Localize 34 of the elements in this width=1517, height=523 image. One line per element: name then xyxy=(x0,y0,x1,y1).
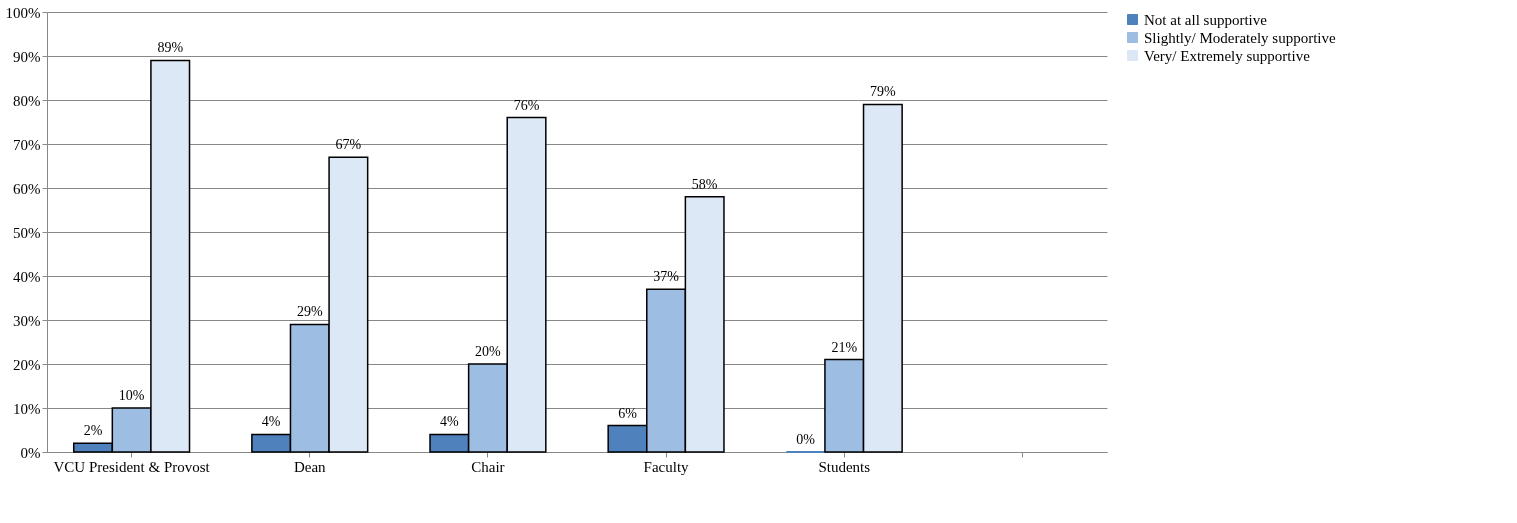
y-tick-label: 50% xyxy=(13,224,41,241)
data-label: 2% xyxy=(83,423,103,439)
data-label: 20% xyxy=(475,344,502,359)
data-label: 6% xyxy=(618,405,638,421)
y-tick-label: 90% xyxy=(13,48,41,65)
data-label: 0% xyxy=(796,432,816,447)
x-tick-label: Students xyxy=(818,458,871,475)
data-label: 67% xyxy=(335,137,362,153)
legend-label: Very/ Extremely supportive xyxy=(1144,47,1311,64)
legend-label: Slightly/ Moderately supportive xyxy=(1144,29,1336,46)
legend-label: Not at all supportive xyxy=(1144,11,1268,28)
y-tick-label: 30% xyxy=(13,312,41,329)
data-label: 89% xyxy=(157,40,184,56)
y-tick-label: 100% xyxy=(5,4,41,21)
data-label: 4% xyxy=(261,414,281,430)
y-tick-label: 10% xyxy=(13,400,41,417)
y-tick-label: 20% xyxy=(13,356,41,373)
data-label: 79% xyxy=(869,84,896,100)
data-label: 21% xyxy=(831,339,858,355)
x-tick-label: Dean xyxy=(293,458,327,475)
data-label: 37% xyxy=(653,269,680,285)
y-tick-label: 40% xyxy=(13,268,41,285)
y-tick-label: 80% xyxy=(13,92,41,109)
data-label: 58% xyxy=(691,176,718,192)
y-tick-label: 60% xyxy=(13,180,41,197)
y-tick-label: 0% xyxy=(20,444,41,461)
data-label: 10% xyxy=(118,388,145,403)
x-tick-label: Chair xyxy=(471,458,505,475)
x-tick-label: VCU President & Provost xyxy=(53,458,211,475)
data-label: 29% xyxy=(296,304,323,320)
y-tick-label: 70% xyxy=(13,136,41,153)
data-label: 4% xyxy=(439,414,459,430)
data-label: 76% xyxy=(513,97,540,113)
x-tick-label: Faculty xyxy=(643,458,690,475)
